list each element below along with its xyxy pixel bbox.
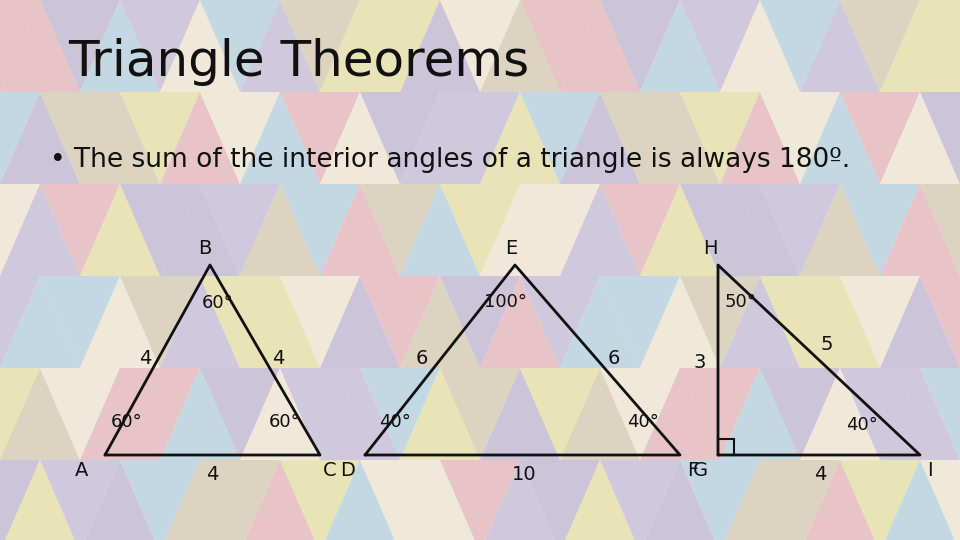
Text: 40°: 40° [846,416,878,434]
Text: H: H [703,239,717,258]
Text: Triangle Theorems: Triangle Theorems [68,38,529,86]
Text: 10: 10 [512,465,537,484]
Text: D: D [341,461,355,480]
Text: E: E [505,239,517,258]
Text: • The sum of the interior angles of a triangle is always 180º.: • The sum of the interior angles of a tr… [50,147,851,173]
Text: 40°: 40° [627,413,659,431]
Text: 4: 4 [139,348,151,368]
Text: C: C [324,461,337,480]
Text: 5: 5 [821,335,833,354]
Text: B: B [199,239,212,258]
Text: I: I [927,461,933,480]
Text: G: G [692,461,708,480]
Text: 3: 3 [694,353,707,372]
Text: 6: 6 [608,348,620,368]
Text: 60°: 60° [203,294,234,312]
Text: 50°: 50° [724,293,756,311]
Text: 60°: 60° [269,413,300,431]
Text: 60°: 60° [111,413,143,431]
Text: 4: 4 [814,465,827,484]
Text: 4: 4 [272,348,284,368]
Text: 40°: 40° [379,413,411,431]
Text: 6: 6 [416,348,428,368]
Text: A: A [75,461,88,480]
Text: 100°: 100° [484,293,526,311]
Text: 4: 4 [205,465,218,484]
Text: F: F [687,461,699,480]
